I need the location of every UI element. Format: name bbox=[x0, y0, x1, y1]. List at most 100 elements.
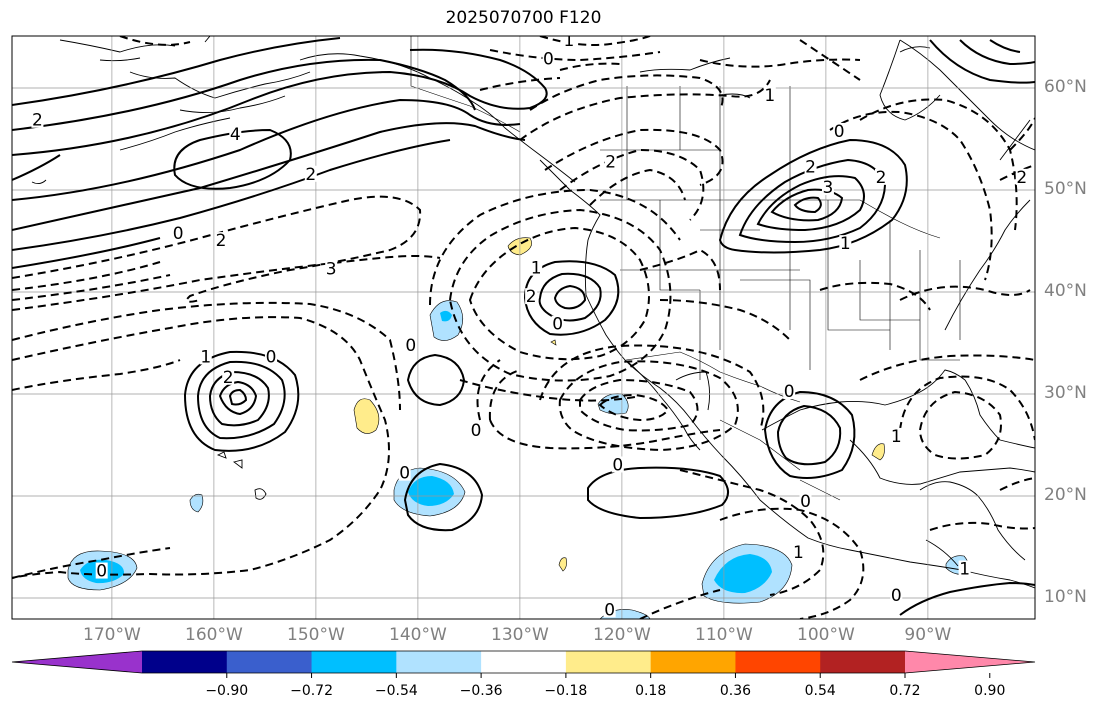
contour-label-background bbox=[229, 126, 242, 142]
colorbar-tick-label: 0.54 bbox=[804, 683, 836, 699]
contour-label-background bbox=[398, 464, 411, 481]
negative-contour bbox=[539, 344, 765, 452]
contour-label-background bbox=[525, 288, 538, 305]
contour-label: 0 bbox=[543, 50, 554, 70]
positive-contour bbox=[406, 353, 466, 407]
longitude-label: 100°W bbox=[797, 625, 855, 645]
colorbar bbox=[11, 650, 1036, 678]
contour-label: 0 bbox=[612, 455, 623, 475]
contour-label-background bbox=[304, 165, 317, 182]
contour-label: 0 bbox=[834, 122, 845, 142]
contour-label: 0 bbox=[604, 600, 615, 620]
contour-label-background bbox=[404, 337, 417, 354]
contour-label: 4 bbox=[230, 125, 241, 145]
contour-label-background bbox=[542, 50, 555, 67]
gulf-of-mexico-coast bbox=[761, 369, 1035, 485]
colorbar-extend-max bbox=[905, 651, 1035, 673]
negative-anomaly-core bbox=[714, 554, 772, 594]
contour-label-background bbox=[530, 259, 543, 276]
contour-label: 0 bbox=[891, 586, 902, 606]
contour-label-background bbox=[821, 179, 834, 196]
colorbar-tick-label: −0.72 bbox=[290, 683, 333, 699]
contour-label: 0 bbox=[552, 315, 563, 335]
contour-label-background bbox=[1015, 168, 1028, 185]
contour-label: 3 bbox=[823, 178, 834, 198]
contour-label: 0 bbox=[266, 347, 277, 367]
contour-label: 0 bbox=[96, 562, 107, 582]
contour-label-background bbox=[958, 560, 971, 577]
contour-label-background bbox=[792, 544, 805, 561]
latitude-label: 50°N bbox=[1044, 179, 1087, 199]
contour-label: 2 bbox=[805, 158, 816, 178]
positive-anomaly-patch bbox=[353, 398, 380, 434]
positive-contour bbox=[403, 462, 484, 532]
positive-contour bbox=[183, 350, 300, 452]
contour-label-background bbox=[890, 427, 903, 444]
hawaii-islands bbox=[216, 451, 267, 500]
contour-label-background bbox=[603, 601, 616, 618]
negative-contour bbox=[819, 98, 1035, 311]
positive-contour bbox=[929, 39, 1035, 84]
latitude-label: 60°N bbox=[1044, 77, 1087, 97]
longitude-label: 120°W bbox=[593, 625, 651, 645]
graticule bbox=[12, 36, 1035, 619]
positive-anomaly-patch bbox=[558, 557, 567, 572]
contour-label-background bbox=[215, 232, 228, 249]
contour-label: 1 bbox=[793, 543, 804, 563]
canada-province-borders bbox=[600, 86, 791, 200]
north-america-west-coast bbox=[539, 159, 1035, 589]
latitude-label: 20°N bbox=[1044, 485, 1087, 505]
colorbar-segment bbox=[650, 651, 736, 673]
longitude-label: 170°W bbox=[83, 625, 141, 645]
contour-label: 1 bbox=[959, 560, 970, 580]
us-canada-border bbox=[600, 199, 941, 239]
contour-label-background bbox=[839, 235, 852, 252]
positive-contour bbox=[763, 390, 856, 479]
longitude-label: 130°W bbox=[491, 625, 549, 645]
contour-label: 0 bbox=[405, 336, 416, 356]
contour-label-background bbox=[604, 153, 617, 170]
contour-label: 1 bbox=[531, 259, 542, 279]
longitude-label: 110°W bbox=[695, 625, 753, 645]
positive-contour bbox=[899, 581, 1035, 616]
negative-contour bbox=[429, 188, 681, 402]
contour-label: 2 bbox=[305, 165, 316, 185]
contour-label-background bbox=[551, 315, 564, 332]
contour-label: 2 bbox=[223, 368, 234, 388]
negative-anomaly-patch bbox=[189, 493, 204, 513]
contour-label-background bbox=[172, 224, 185, 241]
contour-label: 0 bbox=[800, 492, 811, 512]
negative-contour bbox=[859, 354, 1035, 460]
contour-label: 2 bbox=[1016, 168, 1027, 188]
negative-contour bbox=[476, 359, 721, 450]
negative-contour bbox=[12, 195, 441, 311]
colorbar-segment bbox=[226, 651, 313, 673]
contour-label-background bbox=[470, 421, 483, 438]
positive-contour bbox=[12, 37, 548, 269]
latitude-label: 30°N bbox=[1044, 383, 1087, 403]
colorbar-segment bbox=[820, 651, 906, 673]
longitude-label: 140°W bbox=[389, 625, 447, 645]
longitude-label: 160°W bbox=[185, 625, 243, 645]
contour-label: 2 bbox=[526, 287, 537, 307]
colorbar-tick-label: 0.18 bbox=[635, 683, 667, 699]
negative-contours bbox=[12, 36, 1035, 619]
latitude-label: 40°N bbox=[1044, 281, 1087, 301]
contour-label-background bbox=[890, 587, 903, 604]
contour-label-background bbox=[265, 348, 278, 365]
longitude-label: 150°W bbox=[287, 625, 345, 645]
contour-label: 0 bbox=[784, 382, 795, 402]
latitude-label: 10°N bbox=[1044, 587, 1087, 607]
colorbar-tick-label: −0.54 bbox=[374, 683, 418, 699]
map-frame bbox=[11, 35, 1036, 620]
contour-label: 1 bbox=[563, 31, 574, 51]
colorbar-tick-label: −0.18 bbox=[544, 683, 588, 699]
contour-label-background bbox=[31, 111, 44, 128]
colorbar-segment bbox=[481, 651, 567, 673]
contour-label-background bbox=[804, 158, 817, 175]
colorbar-tick-label: 0.36 bbox=[719, 683, 752, 699]
contour-label: 0 bbox=[173, 224, 184, 244]
colorbar-tick-label: 0.72 bbox=[889, 683, 921, 699]
